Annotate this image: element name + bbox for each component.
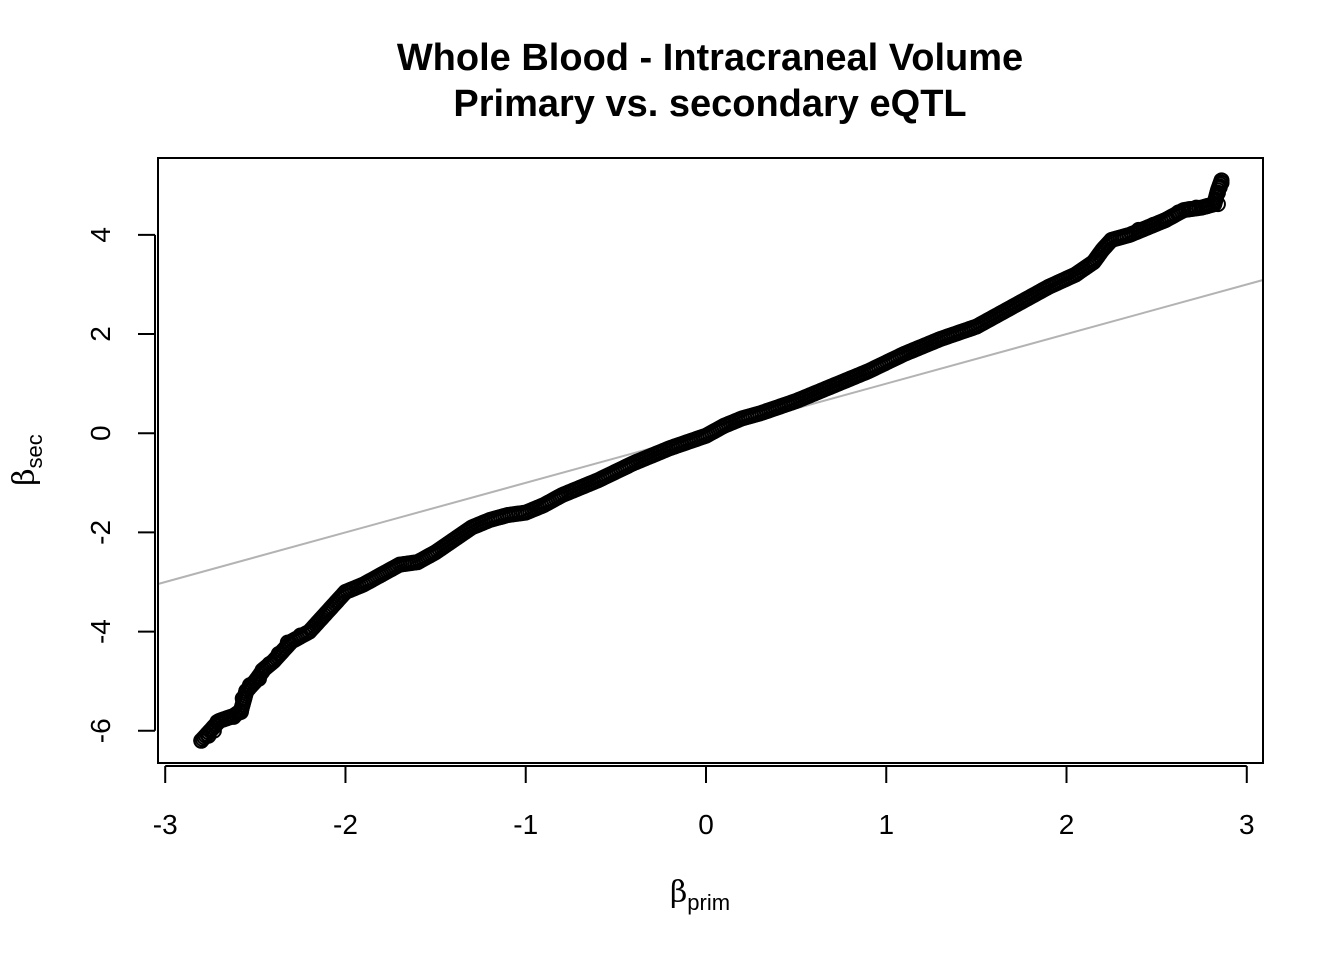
y-axis-symbol: β <box>7 468 42 485</box>
x-axis-symbol: β <box>670 875 687 910</box>
data-point <box>205 722 222 739</box>
data-point <box>270 645 287 662</box>
data-point <box>234 690 251 707</box>
data-point <box>209 713 226 730</box>
data-point <box>250 670 267 687</box>
data-points <box>193 172 1230 749</box>
y-tick-label: -4 <box>85 619 116 644</box>
y-axis-subscript: sec <box>22 434 47 468</box>
data-point <box>1170 204 1187 221</box>
data-point <box>1209 196 1226 213</box>
data-point <box>1199 198 1216 215</box>
data-point <box>261 655 278 672</box>
reference-line-group <box>157 279 1264 585</box>
x-axis: -3 -2 -1 0 1 2 3 <box>153 765 1255 840</box>
y-tick-label: 4 <box>85 227 116 243</box>
data-point <box>1157 211 1174 228</box>
x-tick-label: 0 <box>698 809 714 840</box>
y-tick-label: -6 <box>85 718 116 743</box>
plot-frame <box>157 157 1264 764</box>
x-tick-label: 3 <box>1239 809 1255 840</box>
chart-subtitle: Primary vs. secondary eQTL <box>453 83 966 125</box>
data-point <box>1213 174 1230 191</box>
y-axis: -6 -4 -2 0 2 4 <box>85 227 156 743</box>
data-point <box>292 627 309 644</box>
x-axis-subscript: prim <box>687 890 730 915</box>
x-tick-label: 1 <box>878 809 894 840</box>
data-point <box>1188 199 1205 216</box>
y-tick-label: 2 <box>85 326 116 342</box>
y-tick-label: 0 <box>85 425 116 441</box>
data-point <box>279 634 296 651</box>
x-tick-label: 2 <box>1059 809 1075 840</box>
x-tick-label: -1 <box>513 809 538 840</box>
data-point <box>218 710 235 727</box>
x-tick-label: -3 <box>153 809 178 840</box>
y-axis-label: βsec <box>7 434 47 486</box>
data-point <box>200 727 217 744</box>
x-tick-label: -2 <box>333 809 358 840</box>
reference-line <box>157 279 1264 585</box>
x-axis-label: βprim <box>670 875 730 915</box>
chart-title: Whole Blood - Intracraneal Volume <box>397 37 1023 79</box>
data-point <box>1130 221 1147 238</box>
y-tick-label: -2 <box>85 520 116 545</box>
data-point <box>1181 201 1198 218</box>
